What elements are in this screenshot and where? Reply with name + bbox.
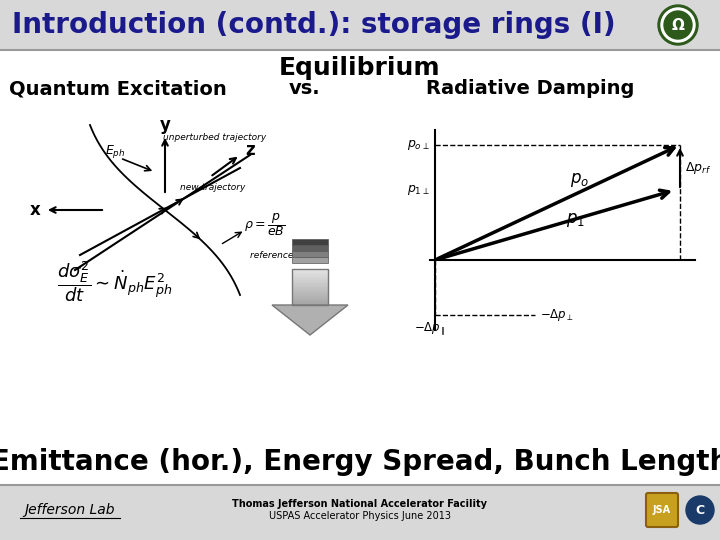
Text: Radiative Damping: Radiative Damping bbox=[426, 79, 634, 98]
Text: $p_o$: $p_o$ bbox=[570, 171, 590, 189]
Text: Thomas Jefferson National Accelerator Facility: Thomas Jefferson National Accelerator Fa… bbox=[233, 499, 487, 509]
Bar bbox=[292, 292, 328, 294]
Text: reference orbit: reference orbit bbox=[250, 251, 318, 260]
Bar bbox=[292, 296, 328, 298]
Text: new trajectory: new trajectory bbox=[180, 184, 246, 192]
Bar bbox=[292, 289, 328, 291]
Bar bbox=[292, 274, 328, 276]
Text: Emittance (hor.), Energy Spread, Bunch Length: Emittance (hor.), Energy Spread, Bunch L… bbox=[0, 448, 720, 476]
Bar bbox=[0, 50, 720, 485]
Polygon shape bbox=[272, 305, 348, 335]
Bar bbox=[292, 281, 328, 284]
Bar bbox=[292, 278, 328, 280]
Text: USPAS Accelerator Physics June 2013: USPAS Accelerator Physics June 2013 bbox=[269, 511, 451, 521]
Text: $\Delta p_{rf}$: $\Delta p_{rf}$ bbox=[685, 159, 711, 176]
Bar bbox=[292, 271, 328, 273]
Text: $p_1$: $p_1$ bbox=[565, 211, 585, 229]
Text: vs.: vs. bbox=[289, 79, 321, 98]
Bar bbox=[0, 485, 720, 540]
Text: $p_{o\perp}$: $p_{o\perp}$ bbox=[408, 138, 430, 152]
Bar bbox=[292, 298, 328, 300]
Text: C: C bbox=[696, 503, 705, 516]
Circle shape bbox=[686, 496, 714, 524]
Bar bbox=[292, 239, 328, 245]
Bar bbox=[292, 300, 328, 301]
Circle shape bbox=[661, 8, 695, 42]
Bar bbox=[292, 276, 328, 278]
Bar bbox=[292, 294, 328, 296]
Text: $-\Delta p_\perp$: $-\Delta p_\perp$ bbox=[540, 307, 574, 323]
Bar bbox=[292, 257, 328, 263]
Text: Jefferson Lab: Jefferson Lab bbox=[24, 503, 115, 517]
Text: y: y bbox=[160, 116, 171, 134]
Text: z: z bbox=[246, 141, 255, 159]
Bar bbox=[292, 287, 328, 289]
Bar bbox=[292, 269, 328, 271]
Text: Equilibrium: Equilibrium bbox=[279, 56, 441, 80]
Bar bbox=[292, 251, 328, 257]
Bar bbox=[292, 301, 328, 303]
Text: Introduction (contd.): storage rings (I): Introduction (contd.): storage rings (I) bbox=[12, 11, 616, 39]
Text: Ω: Ω bbox=[672, 17, 685, 32]
Text: $\rho = \dfrac{p}{eB}$: $\rho = \dfrac{p}{eB}$ bbox=[244, 212, 286, 239]
Bar bbox=[292, 245, 328, 251]
Bar bbox=[292, 280, 328, 281]
Text: Quantum Excitation: Quantum Excitation bbox=[9, 79, 227, 98]
Bar bbox=[292, 273, 328, 274]
Bar bbox=[292, 269, 328, 305]
Bar bbox=[0, 0, 720, 50]
Bar bbox=[292, 291, 328, 292]
Bar bbox=[292, 284, 328, 285]
Text: $p_{1\perp}$: $p_{1\perp}$ bbox=[407, 183, 430, 197]
Text: JSA: JSA bbox=[653, 505, 671, 515]
Bar bbox=[292, 303, 328, 305]
FancyBboxPatch shape bbox=[646, 493, 678, 527]
Text: $-\Delta p_\parallel$: $-\Delta p_\parallel$ bbox=[414, 320, 446, 337]
Text: x: x bbox=[30, 201, 40, 219]
Text: $\dfrac{d\sigma_E^2}{dt} \sim \dot{N}_{ph} E_{ph}^2$: $\dfrac{d\sigma_E^2}{dt} \sim \dot{N}_{p… bbox=[58, 260, 173, 305]
Circle shape bbox=[658, 5, 698, 45]
Text: unperturbed trajectory: unperturbed trajectory bbox=[163, 133, 266, 143]
Text: $E_{ph}$: $E_{ph}$ bbox=[105, 144, 125, 160]
Circle shape bbox=[664, 11, 692, 39]
Bar bbox=[292, 285, 328, 287]
